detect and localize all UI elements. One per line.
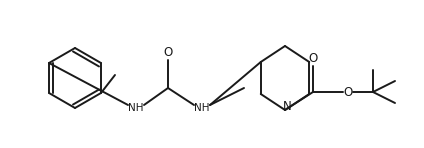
- Text: NH: NH: [194, 103, 210, 113]
- Text: NH: NH: [128, 103, 144, 113]
- Text: O: O: [163, 45, 173, 58]
- Text: O: O: [308, 52, 318, 65]
- Text: N: N: [283, 100, 291, 114]
- Text: O: O: [343, 86, 353, 99]
